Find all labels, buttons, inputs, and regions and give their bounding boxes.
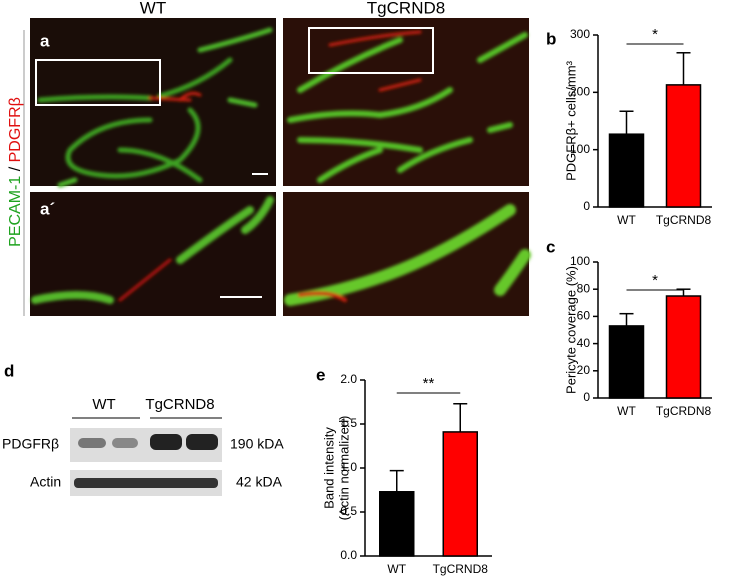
- x-tick-label: TgCRDN8: [656, 404, 712, 418]
- y-tick-label: 1.5: [340, 416, 357, 430]
- y-tick-label: 0.5: [340, 504, 357, 518]
- significance: **: [423, 375, 435, 392]
- x-tick-label: WT: [617, 213, 636, 227]
- y-axis-label: Pericyte coverage (%): [563, 266, 578, 394]
- bar: [665, 295, 702, 399]
- y-tick-label: 60: [577, 309, 591, 323]
- y-tick-label: 300: [570, 27, 590, 41]
- y-tick-label: 20: [577, 363, 591, 377]
- y-tick-label: 40: [577, 336, 591, 350]
- panel-label: b: [546, 29, 556, 48]
- panel-label: d: [4, 361, 14, 380]
- bar: [665, 84, 702, 208]
- y-axis-label: (Actin normalized): [336, 416, 351, 521]
- blot: [70, 428, 222, 496]
- bar: [608, 325, 645, 399]
- blot-protein: PDGFRβ: [2, 436, 59, 452]
- blot-group: TgCRND8: [145, 396, 214, 413]
- column-title: WT: [140, 0, 166, 17]
- blot-protein: Actin: [30, 474, 61, 490]
- y-tick-label: 0: [583, 390, 590, 404]
- column-title: TgCRND8: [367, 0, 445, 17]
- x-tick-label: TgCRND8: [656, 213, 712, 227]
- error-bar: [453, 403, 468, 432]
- error-bar: [676, 52, 691, 85]
- bar: [442, 431, 478, 557]
- bar: [379, 491, 415, 557]
- bar: [608, 133, 645, 208]
- significance: *: [652, 272, 658, 289]
- y-tick-label: 2.0: [340, 372, 357, 386]
- micrographs: [23, 18, 531, 316]
- x-tick-label: TgCRND8: [433, 562, 489, 576]
- y-tick-label: 200: [570, 85, 590, 99]
- error-bar: [619, 110, 634, 135]
- significance: *: [652, 26, 658, 43]
- stain-red: PDGFRβ: [7, 97, 24, 162]
- panel-label: a: [40, 31, 50, 50]
- stain-label: PECAM-1 / PDGFRβ: [7, 97, 24, 247]
- y-tick-label: 1.0: [340, 460, 357, 474]
- stain-sep: /: [7, 166, 24, 171]
- y-tick-label: 100: [570, 254, 590, 268]
- panel-label: a´: [40, 199, 55, 218]
- blot-group: WT: [92, 396, 115, 413]
- blot-size: 42 kDA: [236, 474, 283, 490]
- blot-size: 190 kDA: [230, 436, 284, 452]
- error-bar: [619, 312, 634, 326]
- x-tick-label: WT: [617, 404, 636, 418]
- y-tick-label: 0.0: [340, 548, 357, 562]
- x-tick-label: WT: [387, 562, 406, 576]
- error-bar: [389, 469, 404, 492]
- y-axis-label: Band intensity: [321, 427, 336, 509]
- y-axis-label: PDGFRβ+ cells/mm³: [563, 60, 578, 180]
- y-tick-label: 80: [577, 281, 591, 295]
- y-tick-label: 100: [570, 142, 590, 156]
- panel-label: e: [316, 365, 325, 384]
- stain-green: PECAM-1: [7, 176, 24, 247]
- panel-label: c: [546, 237, 555, 256]
- y-tick-label: 0: [583, 199, 590, 213]
